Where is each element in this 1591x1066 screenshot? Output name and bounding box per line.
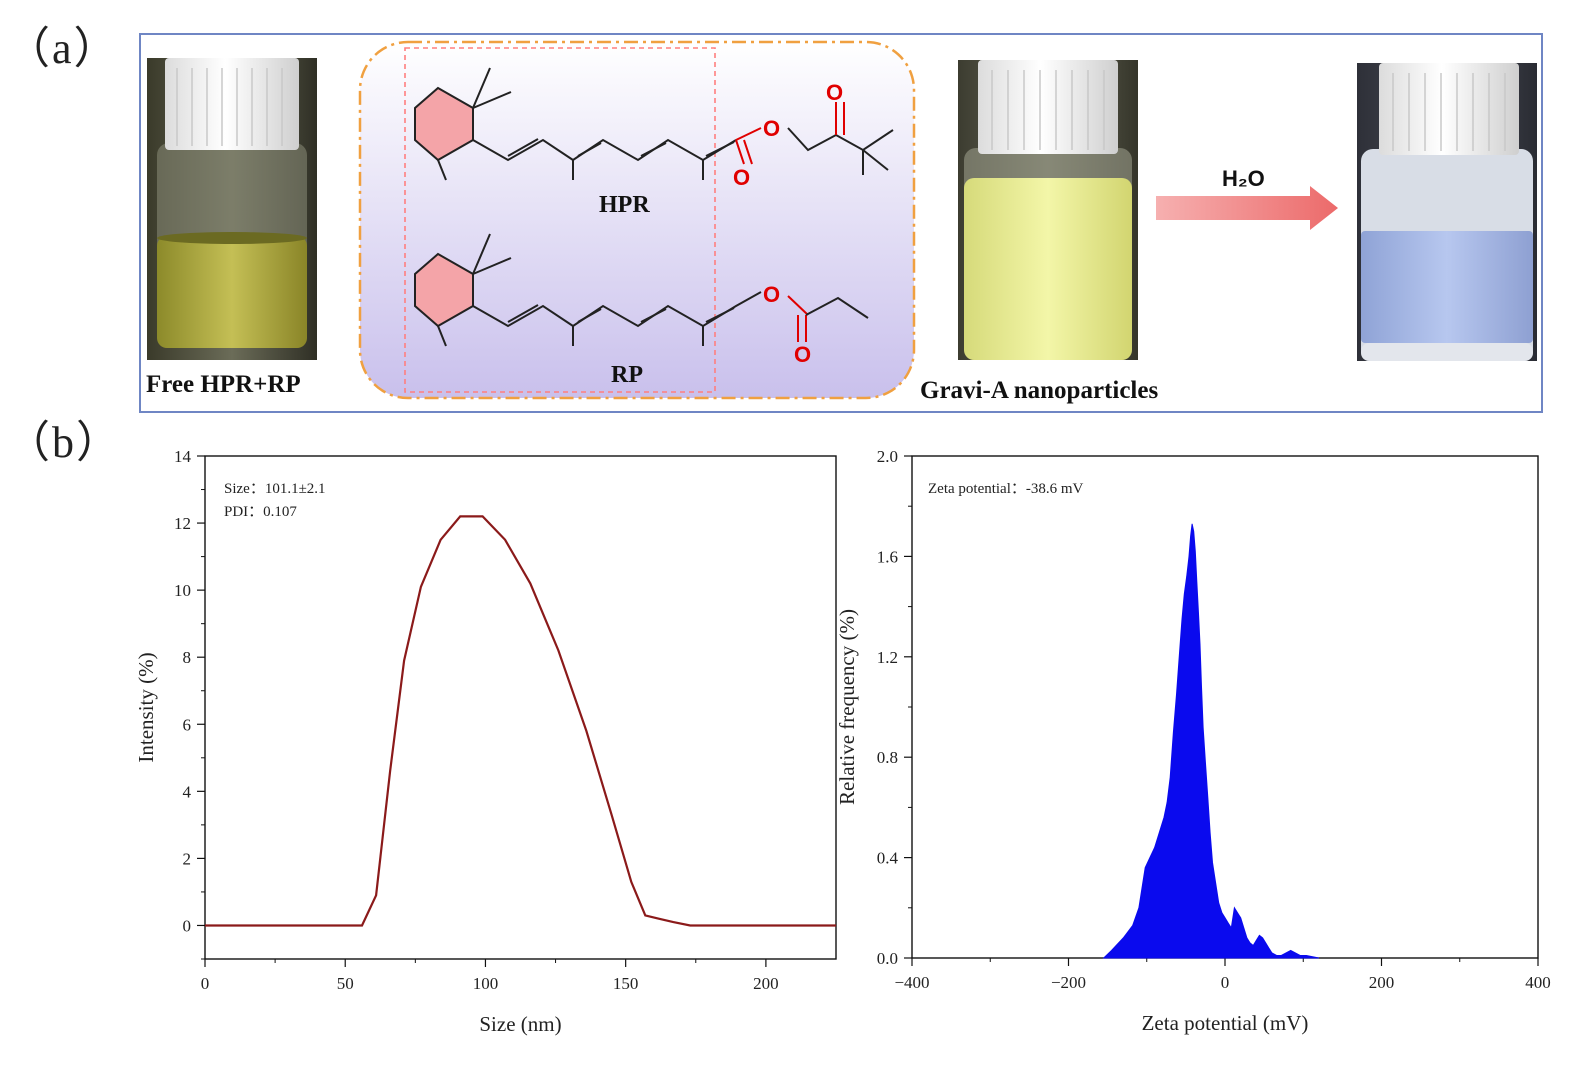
vial-gravi-a-photo [958, 60, 1138, 360]
x-tick-label: 200 [753, 974, 779, 993]
series-area [1102, 523, 1320, 959]
y-axis-title: Relative frequency (%) [835, 609, 859, 805]
y-tick-label: 14 [174, 447, 192, 466]
x-tick-label: 400 [1525, 973, 1551, 992]
y-tick-label: 0 [183, 916, 192, 935]
y-tick-label: 4 [183, 782, 192, 801]
hpr-label: HPR [599, 192, 650, 218]
hpr-oxygen-ketone: O [826, 80, 843, 105]
rp-label: RP [611, 362, 643, 388]
y-tick-label: 0.4 [877, 849, 899, 868]
vial-dispersed-photo [1357, 63, 1537, 361]
y-tick-label: 6 [183, 715, 192, 734]
hpr-oxygen-carbonyl: O [733, 165, 750, 190]
pdi-annotation: PDI：0.107 [224, 504, 297, 520]
y-tick-label: 1.2 [877, 648, 898, 667]
x-tick-label: −400 [894, 973, 929, 992]
y-tick-label: 2 [183, 849, 192, 868]
plot-frame [911, 455, 1539, 959]
h2o-arrow [1156, 186, 1338, 230]
dashed-highlight-box [404, 47, 716, 393]
y-tick-label: 2.0 [877, 447, 898, 466]
panel-a-label: （a） [6, 24, 120, 73]
x-tick-label: 200 [1369, 973, 1395, 992]
y-tick-label: 1.6 [877, 547, 898, 566]
x-axis-title: Zeta potential (mV) [1142, 1011, 1309, 1035]
series-line [205, 515, 836, 927]
panel-b-label: （b） [6, 418, 122, 467]
plot-frame [204, 455, 837, 960]
vial-free-caption: Free HPR+RP [146, 371, 301, 398]
zeta-annotation: Zeta potential：-38.6 mV [928, 481, 1084, 497]
x-tick-label: 0 [201, 974, 210, 993]
x-tick-label: 150 [613, 974, 639, 993]
y-tick-label: 0.8 [877, 748, 898, 767]
y-tick-label: 0.0 [877, 949, 898, 968]
rp-oxygen-ester: O [763, 282, 780, 307]
y-axis-title: Intensity (%) [134, 652, 158, 762]
structure-box [358, 40, 916, 400]
x-tick-label: 0 [1221, 973, 1230, 992]
x-tick-label: −200 [1051, 973, 1086, 992]
panel-a-frame [139, 33, 1543, 413]
rp-structure [414, 233, 869, 347]
hpr-structure [414, 67, 894, 181]
x-tick-label: 100 [473, 974, 499, 993]
y-tick-label: 12 [174, 514, 191, 533]
rp-oxygen-carbonyl: O [794, 342, 811, 367]
vial-gravi-caption: Gravi-A nanoparticles [920, 377, 1159, 404]
x-tick-label: 50 [337, 974, 354, 993]
h2o-label: H₂O [1222, 166, 1265, 191]
y-tick-label: 8 [183, 648, 192, 667]
chemical-structures-diagram: O O O HPR O O RP [358, 40, 916, 400]
size-annotation: Size：101.1±2.1 [224, 481, 326, 497]
y-tick-label: 10 [174, 581, 191, 600]
hpr-oxygen-ester: O [763, 116, 780, 141]
vial-free-hpr-rp-photo [147, 58, 317, 360]
x-axis-title: Size (nm) [479, 1012, 561, 1036]
